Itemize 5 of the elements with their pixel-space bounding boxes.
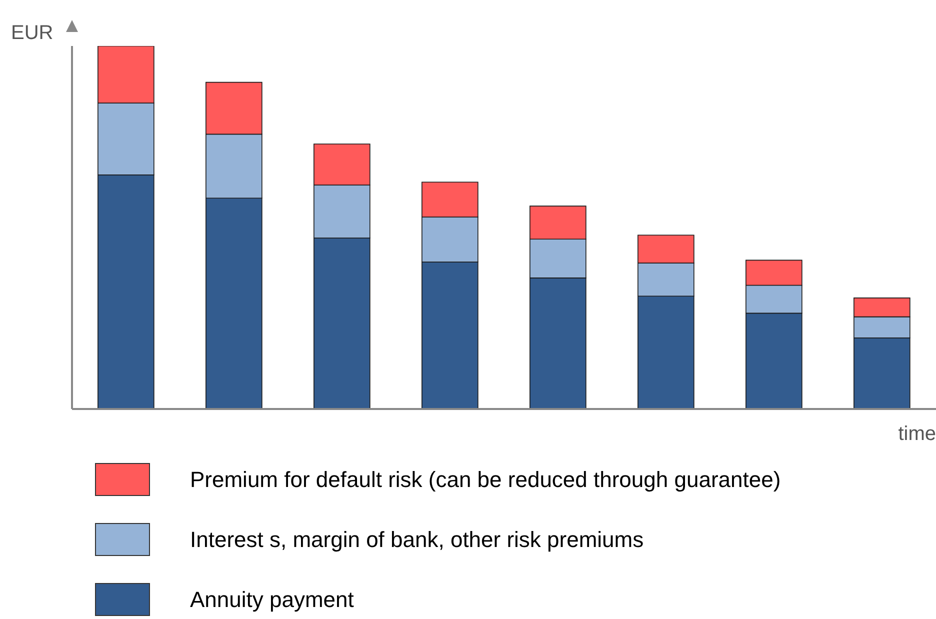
legend-label: Annuity payment bbox=[190, 586, 354, 612]
legend-label: Premium for default risk (can be reduced through guarantee) bbox=[190, 466, 781, 492]
legend-label: Interest s, margin of bank, other risk premiums bbox=[190, 526, 644, 552]
x-axis-title: time bbox=[898, 423, 936, 446]
y-axis-title: EUR bbox=[11, 22, 54, 45]
